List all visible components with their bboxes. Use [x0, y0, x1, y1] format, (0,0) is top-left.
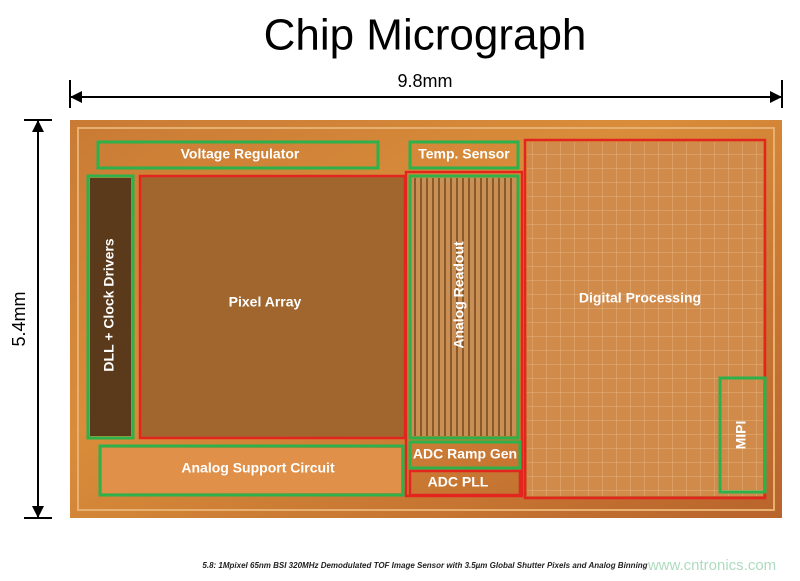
- block-outline: [408, 469, 522, 497]
- block-label: Pixel Array: [229, 294, 302, 310]
- title: Chip Micrograph: [264, 11, 587, 60]
- block-label: ADC Ramp Gen: [413, 446, 517, 462]
- block-outline: [408, 140, 520, 170]
- height-label: 5.4mm: [9, 291, 29, 346]
- block-outline: [408, 174, 520, 440]
- width-label: 9.8mm: [397, 71, 452, 91]
- readout-area: [412, 178, 516, 436]
- support-area: [102, 448, 401, 493]
- block-outline: [718, 376, 767, 494]
- block-outline: [86, 174, 135, 440]
- block-label: Voltage Regulator: [181, 146, 300, 162]
- block-outline: [408, 440, 522, 470]
- block-label: Analog Readout: [451, 241, 467, 349]
- block-label: MIPI: [733, 421, 749, 450]
- pixel-area: [140, 176, 405, 438]
- block-label: Analog Support Circuit: [181, 460, 335, 476]
- block-outline: [98, 444, 405, 497]
- block-outline: [523, 138, 767, 500]
- block-outline: [96, 140, 380, 170]
- dll-area: [90, 178, 131, 436]
- block-label: DLL + Clock Drivers: [101, 238, 117, 371]
- block-label: ADC PLL: [428, 474, 489, 490]
- digital-area: [527, 142, 763, 496]
- caption: 5.8: 1Mpixel 65nm BSI 320MHz Demodulated…: [202, 561, 647, 570]
- die-ring: [77, 127, 775, 511]
- block-label: Temp. Sensor: [418, 146, 510, 162]
- watermark: www.cntronics.com: [647, 557, 776, 574]
- block-label: Digital Processing: [579, 290, 701, 306]
